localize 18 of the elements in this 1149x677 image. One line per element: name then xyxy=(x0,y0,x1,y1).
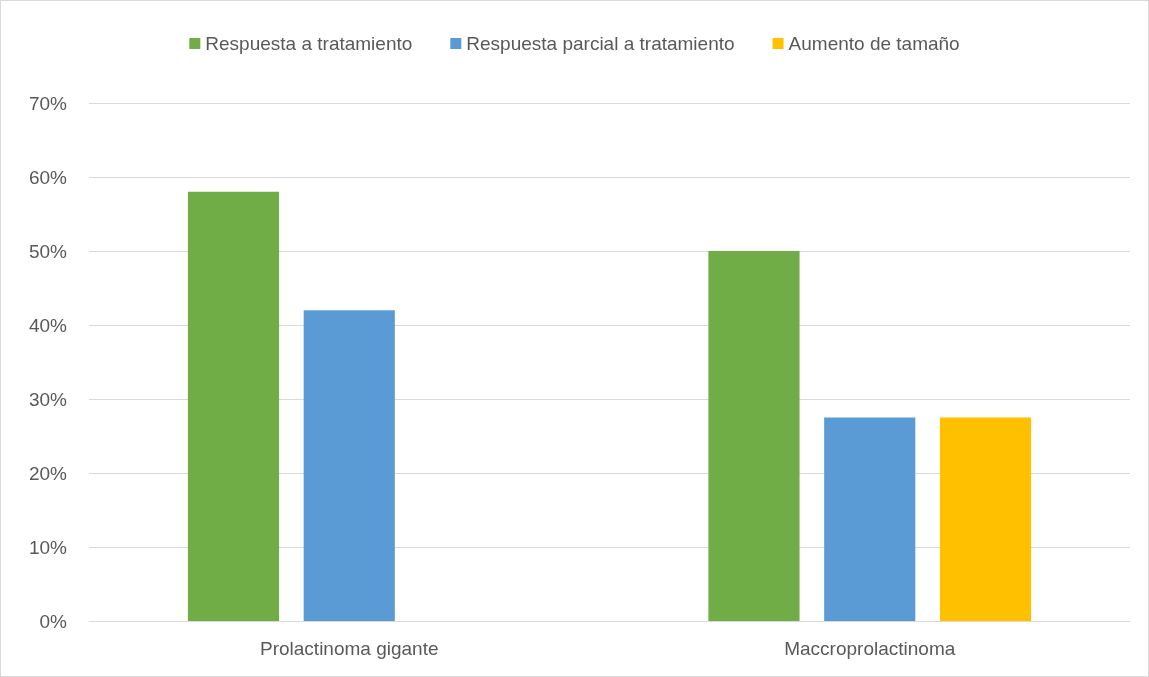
x-tick-label: Prolactinoma gigante xyxy=(260,638,439,659)
y-tick-label: 20% xyxy=(28,462,68,484)
y-tick-label: 0% xyxy=(39,610,68,632)
y-tick-label: 50% xyxy=(28,240,68,262)
y-tick-label: 30% xyxy=(28,388,68,410)
bar xyxy=(187,191,280,621)
legend-label: Respuesta parcial a tratamiento xyxy=(466,33,735,54)
bar xyxy=(824,417,916,621)
y-tick-label: 60% xyxy=(28,166,68,188)
y-tick-label: 40% xyxy=(28,314,68,336)
y-tick-label: 70% xyxy=(28,92,68,114)
y-tick-label: 10% xyxy=(28,536,68,558)
legend-label: Aumento de tamaño xyxy=(788,33,960,54)
bar xyxy=(939,417,1032,621)
x-tick-label: Maccroprolactinoma xyxy=(784,638,956,659)
legend-label: Respuesta a tratamiento xyxy=(205,33,413,54)
bar xyxy=(303,310,395,621)
bar xyxy=(708,251,800,621)
